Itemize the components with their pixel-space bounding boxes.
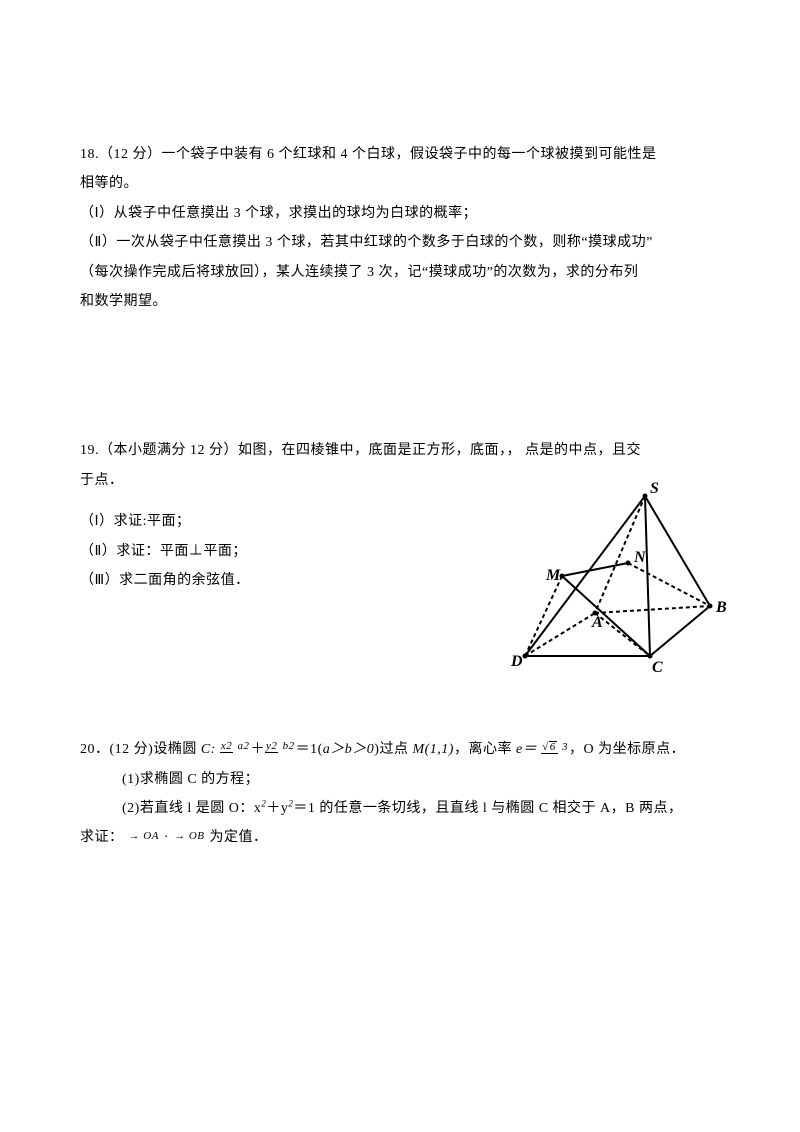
p20-line1: 20．(12 分)设椭圆 C: x2 a2 ＋ y2 b2 ＝1(a＞b＞0)过… bbox=[80, 735, 720, 764]
frac-y2b2: y2 b2 bbox=[265, 741, 296, 753]
p18-part1: （Ⅰ）从袋子中任意摸出 3 个球，求摸出的球均为白球的概率； bbox=[80, 199, 720, 228]
frac-x2a2: x2 a2 bbox=[220, 741, 251, 753]
svg-text:B: B bbox=[715, 599, 727, 616]
problem-18: 18.（12 分）一个袋子中装有 6 个红球和 4 个白球，假设袋子中的每一个球… bbox=[80, 140, 720, 316]
p18-part2c: 和数学期望。 bbox=[80, 287, 720, 316]
svg-text:N: N bbox=[633, 549, 647, 566]
p20-part2a: (2)若直线 l 是圆 O：x2＋y2＝1 的任意一条切线，且直线 l 与椭圆 … bbox=[80, 794, 720, 823]
p20-part1: (1)求椭圆 C 的方程； bbox=[80, 765, 720, 794]
eccentricity-pre: ，离心率 bbox=[454, 742, 516, 757]
svg-text:C: C bbox=[652, 659, 663, 676]
problem-20: 20．(12 分)设椭圆 C: x2 a2 ＋ y2 b2 ＝1(a＞b＞0)过… bbox=[80, 735, 720, 853]
p19-line1a: 19.（本小题满分 12 分）如图，在四棱锥中，底面是正方形，底面，， 点是的中… bbox=[80, 436, 720, 465]
p18-part2b: （每次操作完成后将球放回），某人连续摸了 3 次，记“摸球成功”的次数为，求的分… bbox=[80, 258, 720, 287]
svg-text:M: M bbox=[545, 567, 561, 584]
after-paren: )过点 bbox=[374, 742, 412, 757]
svg-text:S: S bbox=[650, 481, 659, 497]
p20-C: C: bbox=[201, 742, 220, 757]
frac-sqrt6-3: √6 3 bbox=[541, 741, 569, 754]
pyramid-figure: S B C D A M N bbox=[490, 481, 730, 681]
vec-OB: → OB bbox=[174, 831, 204, 842]
vec-OA: → OA bbox=[129, 831, 159, 842]
M-point: M(1,1) bbox=[412, 742, 454, 757]
e-eq: e＝ bbox=[516, 742, 537, 757]
p18-part2a: （Ⅱ）一次从袋子中任意摸出 3 个球，若其中红球的个数多于白球的个数，则称“摸球… bbox=[80, 228, 720, 257]
plus-sign: ＋ bbox=[250, 742, 265, 757]
p20-prefix: 20．(12 分)设椭圆 bbox=[80, 742, 201, 757]
eq1-mid: ＝1( bbox=[296, 742, 323, 757]
problem-19: 19.（本小题满分 12 分）如图，在四棱锥中，底面是正方形，底面，， 点是的中… bbox=[80, 436, 720, 595]
origin-text: ，O 为坐标原点． bbox=[569, 742, 685, 757]
p20-part2b: 求证： → OA · → OB 为定值． bbox=[80, 823, 720, 852]
svg-text:D: D bbox=[510, 653, 523, 670]
p18-line1: 18.（12 分）一个袋子中装有 6 个红球和 4 个白球，假设袋子中的每一个球… bbox=[80, 140, 720, 169]
svg-text:A: A bbox=[591, 614, 603, 631]
p18-line2: 相等的。 bbox=[80, 169, 720, 198]
agtb: a＞b＞0 bbox=[323, 742, 375, 757]
